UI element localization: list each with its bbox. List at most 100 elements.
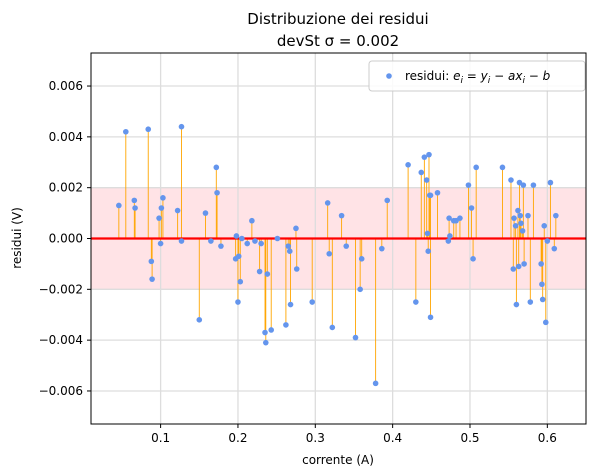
residual-point (510, 266, 517, 272)
x-tick-label: 0.2 (228, 431, 247, 445)
x-tick-label: 0.4 (383, 431, 402, 445)
residual-point (372, 380, 379, 387)
residual-point (521, 261, 527, 267)
residual-point (268, 327, 275, 333)
residual-point (515, 207, 521, 214)
x-axis-label: corrente (A) (302, 453, 374, 467)
residual-point (158, 205, 165, 211)
residual-point (539, 296, 546, 303)
residual-point (160, 195, 166, 201)
residual-point (157, 240, 164, 247)
residual-point (511, 215, 517, 221)
residual-point (324, 200, 331, 206)
residual-point (447, 233, 453, 239)
legend: residui: ei = yi − axi − b (368, 60, 586, 92)
residual-point (384, 197, 391, 204)
residual-point (293, 266, 300, 272)
residual-point (515, 263, 522, 270)
residual-point (123, 128, 129, 135)
residual-point (287, 301, 294, 308)
residual-point (352, 334, 359, 341)
residual-point (538, 261, 544, 267)
y-axis-label: residui (V) (10, 207, 24, 269)
residual-point (309, 299, 316, 305)
residual-point (379, 245, 385, 252)
residual-point (473, 164, 479, 171)
residual-point (202, 210, 209, 216)
residual-point (208, 238, 214, 244)
residual-point (542, 319, 549, 326)
residual-point (329, 324, 336, 331)
residual-point (357, 286, 363, 293)
residual-point (237, 278, 244, 285)
residual-point (156, 215, 162, 221)
residual-point (252, 238, 258, 244)
x-tick-label: 0.1 (151, 431, 170, 445)
residual-point (149, 276, 155, 282)
residual-point (233, 233, 240, 239)
residual-point (445, 238, 452, 244)
residual-point (553, 212, 559, 219)
residual-point (434, 189, 441, 196)
residual-point (338, 212, 345, 219)
residual-point (256, 268, 263, 275)
residual-point (145, 126, 152, 133)
residual-point (293, 225, 299, 232)
residual-point (239, 235, 245, 242)
residual-point (413, 299, 419, 305)
residual-point (131, 197, 138, 204)
residual-point (427, 314, 434, 321)
residual-point (262, 339, 269, 346)
residual-point (518, 220, 524, 227)
residual-point (174, 207, 181, 214)
residual-point (508, 177, 514, 183)
residual-point (468, 205, 475, 211)
residual-point (286, 248, 293, 255)
residual-point (525, 212, 531, 219)
residual-point (405, 162, 411, 168)
legend-marker (386, 73, 392, 79)
residual-point (425, 248, 432, 255)
residual-point (358, 256, 365, 262)
residual-point (470, 256, 476, 262)
residual-point (547, 179, 554, 186)
x-tick-label: 0.6 (538, 431, 557, 445)
residual-point (235, 253, 242, 260)
residual-point (544, 238, 551, 244)
residual-point (343, 243, 350, 249)
residual-point (285, 243, 292, 249)
residual-point (457, 215, 463, 221)
residual-point (539, 281, 545, 288)
plot-area: 0.1 0.2 0.3 0.4 0.5 0.6 −0.006 −0.004 −0.002 0.00… (39, 52, 587, 445)
residual-point (512, 222, 519, 229)
residual-point (423, 177, 430, 183)
chart-title-line-2: devSt σ = 0.002 (277, 32, 399, 50)
y-tick-label: 0.006 (49, 79, 83, 93)
y-tick-label: −0.006 (39, 384, 83, 398)
y-tick-label: 0.002 (49, 181, 83, 195)
residual-point (520, 182, 527, 188)
residual-point (421, 154, 428, 160)
residual-point (264, 271, 271, 277)
residual-point (274, 235, 281, 242)
residual-point (148, 258, 155, 265)
chart-title-line-1: Distribuzione dei residui (247, 10, 428, 28)
residual-point (519, 228, 526, 234)
residual-point (465, 182, 472, 188)
legend-box (368, 60, 586, 92)
residual-point (235, 299, 241, 305)
residual-point (418, 169, 425, 176)
residual-point (249, 217, 255, 224)
residual-point (427, 192, 434, 199)
residual-point (541, 222, 548, 229)
residual-point (283, 322, 289, 328)
residual-point (513, 301, 520, 308)
residual-point (446, 215, 452, 221)
residual-point (244, 240, 251, 247)
y-tick-label: 0.004 (49, 130, 83, 144)
residual-point (132, 205, 138, 211)
residual-point (262, 329, 268, 336)
residual-point (426, 151, 432, 158)
residual-point (551, 245, 558, 252)
